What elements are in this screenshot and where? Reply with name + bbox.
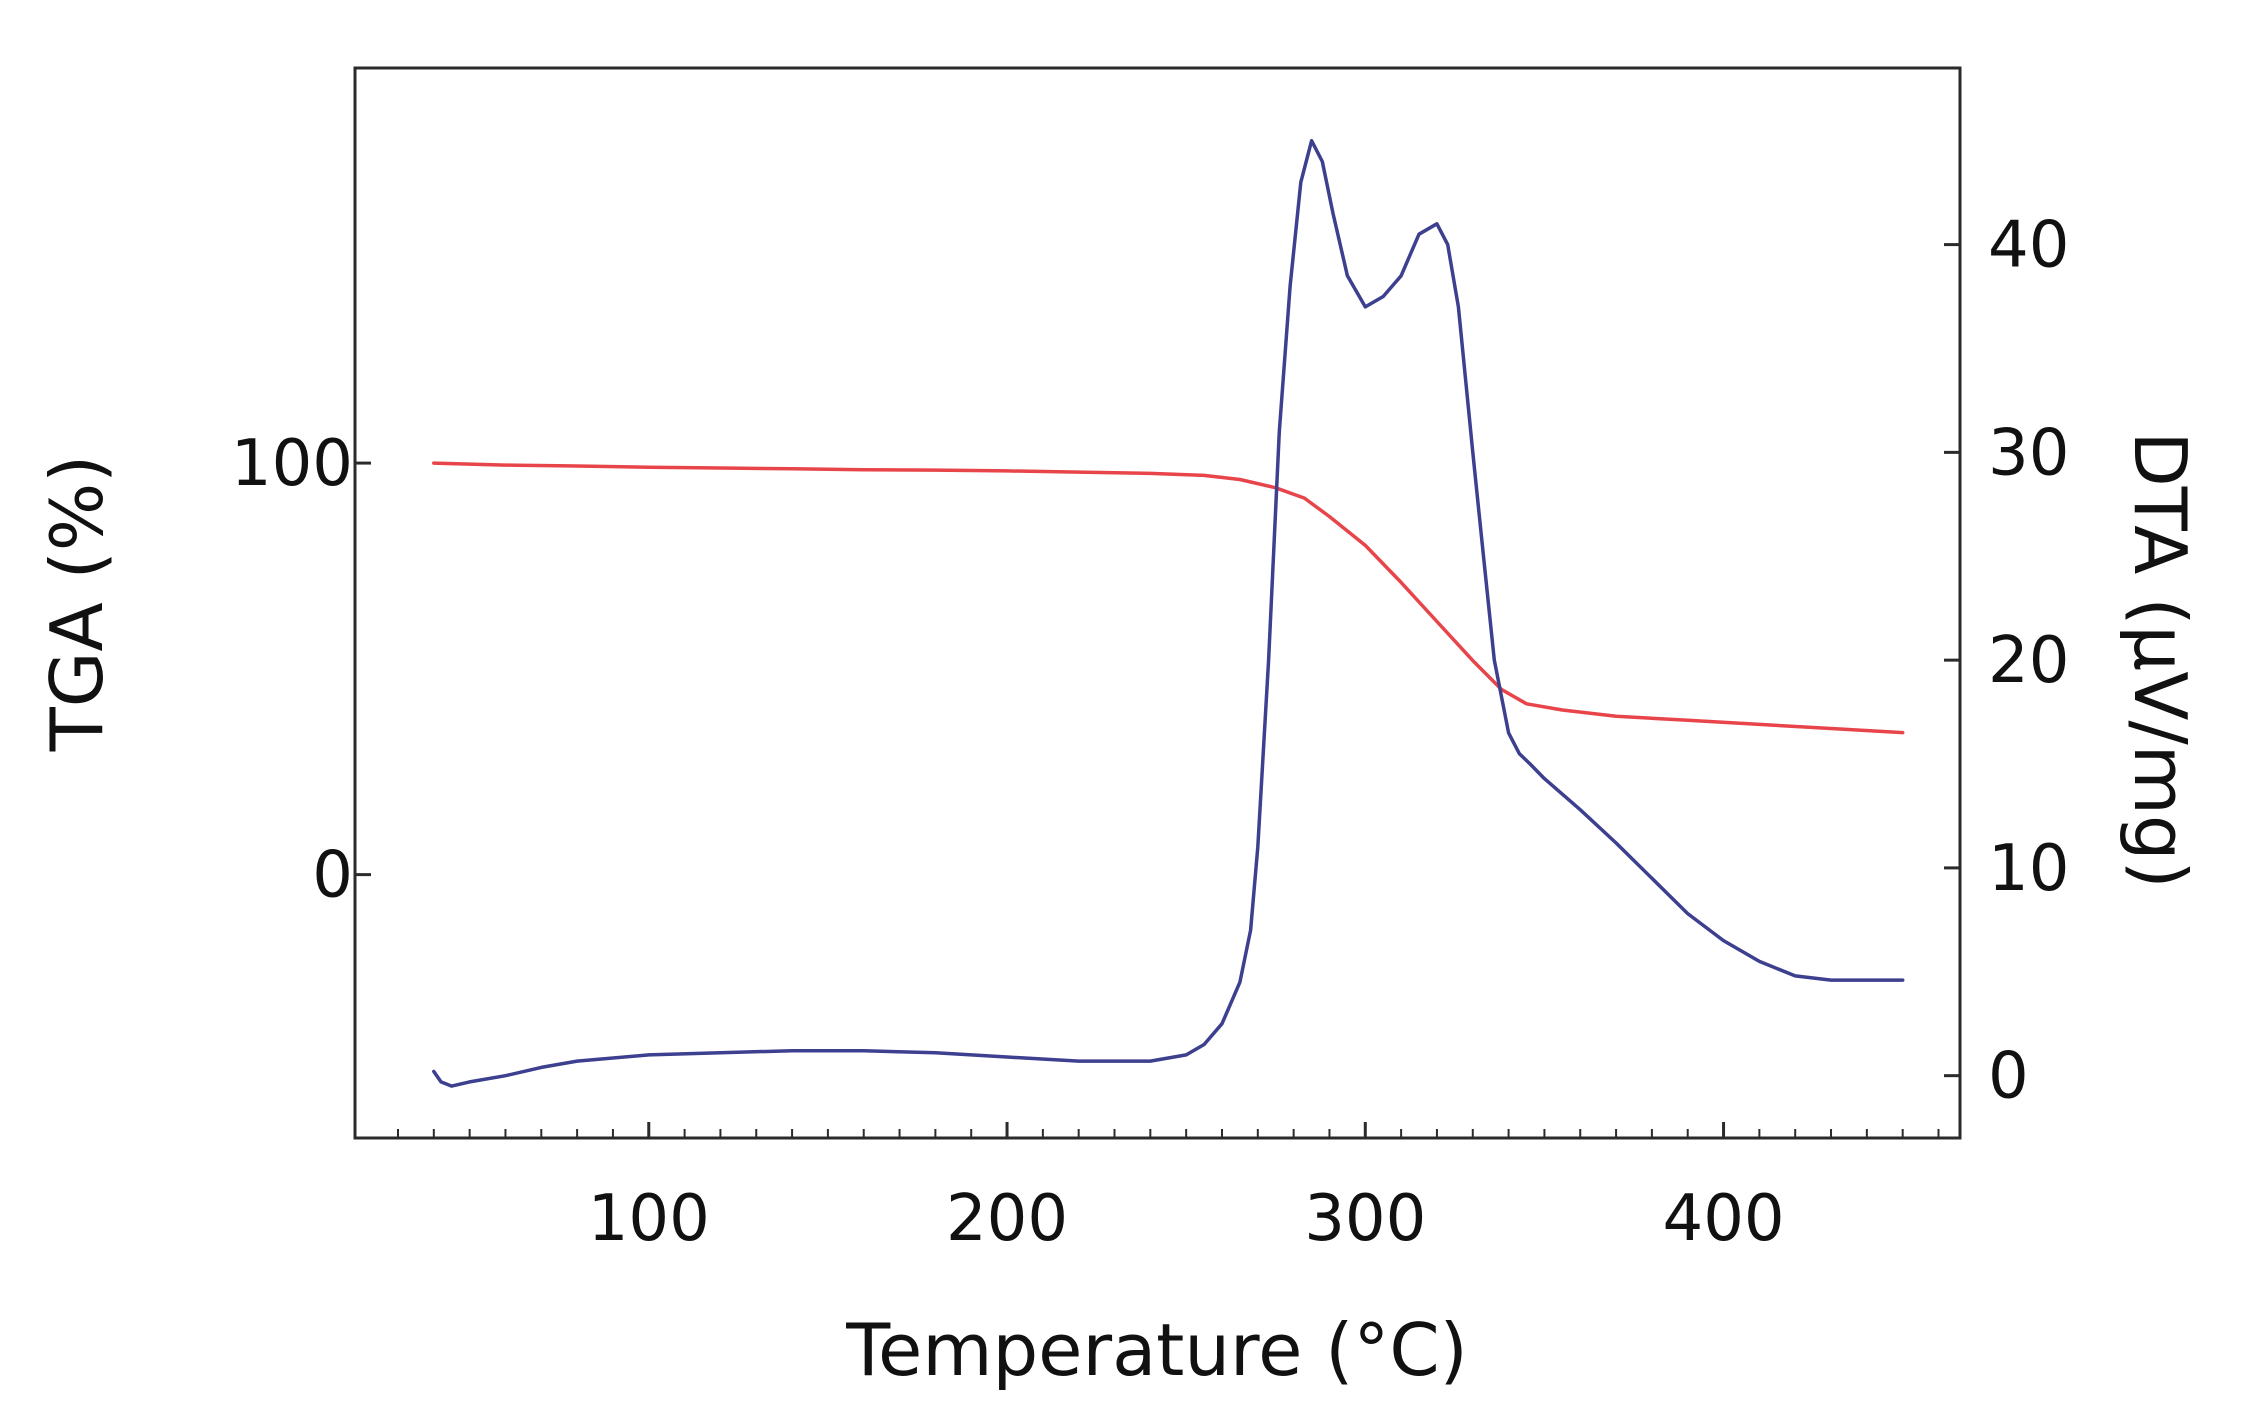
- x-tick-label: 400: [1662, 1182, 1784, 1256]
- y-right-tick-label: 20: [1988, 624, 2069, 698]
- y-right-tick-label: 30: [1988, 416, 2069, 490]
- plot-frame: [353, 66, 1962, 1140]
- x-tick-label: 100: [588, 1182, 710, 1256]
- x-axis-title: Temperature (°C): [845, 1308, 1467, 1392]
- y-left-axis-ticks: 0 100: [231, 427, 371, 913]
- y-left-axis-title: TGA (%): [35, 455, 119, 753]
- y-left-tick-label: 100: [231, 427, 353, 501]
- x-tick-label: 200: [946, 1182, 1068, 1256]
- series-layer: [432, 138, 1905, 1088]
- x-tick-label: 300: [1304, 1182, 1426, 1256]
- x-axis-ticks: 100 200 300 400: [396, 1122, 1940, 1256]
- y-right-tick-label: 10: [1988, 832, 2069, 906]
- y-right-tick-label: 0: [1988, 1040, 2029, 1114]
- y-right-axis-ticks: 0 10 20 30 40: [1944, 209, 2069, 1114]
- y-right-tick-label: 40: [1988, 209, 2069, 283]
- y-right-axis-title: DTA (µV/mg): [2118, 431, 2202, 888]
- y-left-tick-label: 0: [312, 839, 353, 913]
- dta-series-line: [432, 138, 1905, 1088]
- tga-series-line: [432, 461, 1905, 735]
